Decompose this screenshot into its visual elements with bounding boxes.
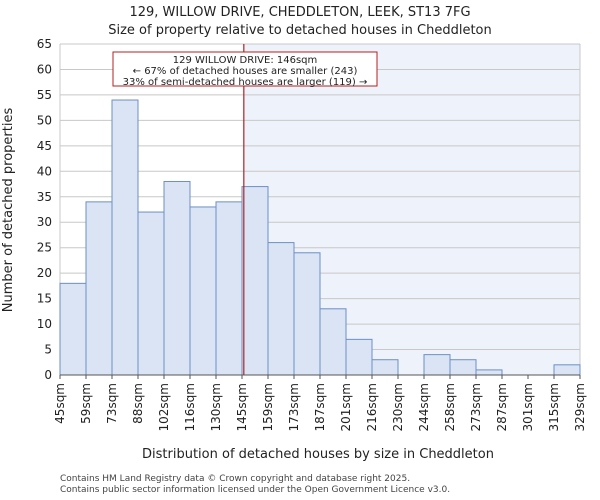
x-tick-label: 258sqm (443, 383, 457, 431)
bar (59, 282, 87, 376)
bar (137, 211, 165, 376)
x-tick-label: 73sqm (105, 383, 119, 424)
x-tick-label: 315sqm (547, 383, 561, 431)
bar (241, 186, 269, 376)
x-tick-label: 173sqm (287, 383, 301, 431)
footer-line-1: Contains HM Land Registry data © Crown c… (60, 474, 411, 484)
x-tick-label: 102sqm (157, 383, 171, 431)
annotation-line-1: 129 WILLOW DRIVE: 146sqm (173, 55, 318, 66)
annotation-frame (112, 51, 378, 87)
bar (163, 180, 191, 376)
bar (345, 338, 373, 376)
x-tick-label: 301sqm (521, 383, 535, 431)
bar (449, 359, 477, 376)
y-tick-label: 25 (37, 241, 52, 255)
x-tick-label: 244sqm (417, 383, 431, 431)
annotation-line-2: ← 67% of detached houses are smaller (24… (133, 66, 358, 77)
bar (215, 201, 243, 376)
y-tick-label: 60 (37, 62, 52, 76)
bar (267, 242, 295, 376)
x-tick-label: 201sqm (339, 383, 353, 431)
y-tick-label: 50 (37, 113, 52, 127)
y-tick-label: 45 (37, 139, 52, 153)
chart-subtitle: Size of property relative to detached ho… (108, 23, 492, 38)
bar (371, 359, 399, 376)
x-tick-label: 287sqm (495, 383, 509, 431)
x-tick-label: 130sqm (209, 383, 223, 431)
y-tick-label: 10 (37, 317, 52, 331)
x-tick-label: 145sqm (235, 383, 249, 431)
bar (293, 252, 321, 376)
y-tick-label: 35 (37, 190, 52, 204)
y-tick-label: 30 (37, 215, 52, 229)
x-tick-label: 216sqm (365, 383, 379, 431)
y-tick-label: 40 (37, 164, 52, 178)
footer-line-2: Contains public sector information licen… (60, 485, 451, 495)
bar (111, 99, 139, 376)
bar (319, 308, 347, 376)
bar (553, 364, 581, 376)
y-tick-label: 5 (44, 343, 52, 357)
x-tick-label: 187sqm (313, 383, 327, 431)
y-tick-label: 15 (37, 292, 52, 306)
y-tick-label: 55 (37, 88, 52, 102)
y-tick-label: 65 (37, 37, 52, 51)
annotation-box: 129 WILLOW DRIVE: 146sqm ← 67% of detach… (112, 51, 378, 88)
x-tick-label: 329sqm (573, 383, 587, 431)
y-tick-label: 20 (37, 266, 52, 280)
x-tick-label: 159sqm (261, 383, 275, 431)
chart-title: 129, WILLOW DRIVE, CHEDDLETON, LEEK, ST1… (129, 5, 470, 20)
y-axis-label: Number of detached properties (1, 108, 16, 313)
x-tick-label: 273sqm (469, 383, 483, 431)
x-tick-label: 45sqm (53, 383, 67, 424)
x-tick-label: 230sqm (391, 383, 405, 431)
bar (475, 369, 503, 376)
x-tick-label: 59sqm (79, 383, 93, 424)
bar (189, 206, 217, 376)
bar (423, 354, 451, 376)
bar (85, 201, 113, 376)
x-axis-label: Distribution of detached houses by size … (142, 447, 494, 462)
y-tick-label: 0 (44, 368, 52, 382)
x-tick-label: 88sqm (131, 383, 145, 424)
annotation-line-3: 33% of semi-detached houses are larger (… (123, 77, 368, 88)
x-tick-label: 116sqm (183, 383, 197, 431)
